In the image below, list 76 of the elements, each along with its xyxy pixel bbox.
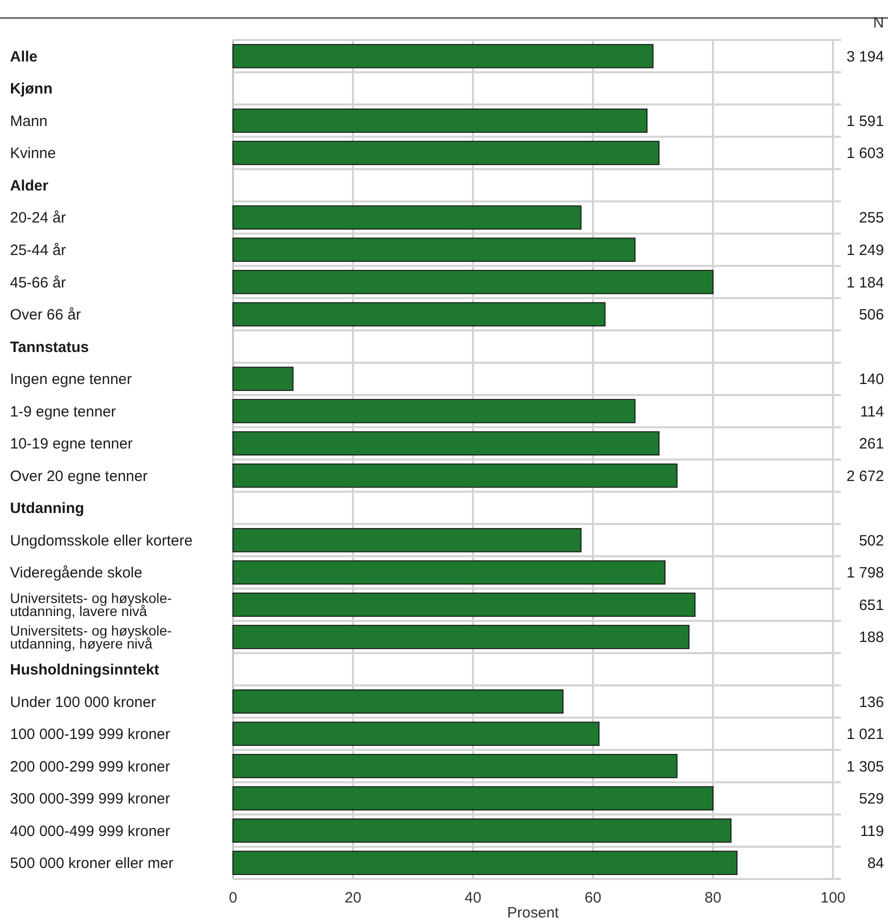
bar bbox=[232, 205, 582, 230]
y-tick-label: Kjønn bbox=[10, 80, 52, 98]
bar bbox=[232, 592, 696, 617]
bar bbox=[232, 560, 666, 585]
y-tick-label: Universitets- og høyskole- utdanning, høyere nivå bbox=[10, 622, 172, 652]
y-tick-label: Ungdomsskole eller kortere bbox=[10, 532, 193, 550]
text: 114 bbox=[860, 403, 884, 420]
bar bbox=[232, 44, 654, 68]
text: 140 bbox=[858, 371, 884, 388]
y-tick-label: Over 66 år bbox=[10, 306, 81, 324]
y-tick-label: Husholdningsinntekt bbox=[10, 662, 160, 678]
y-tick-label: 500 000 kroner eller mer bbox=[10, 855, 174, 872]
text: 119 bbox=[860, 822, 884, 840]
bar bbox=[232, 786, 714, 810]
x-tick-label: 80 bbox=[704, 889, 722, 906]
bar bbox=[232, 398, 636, 424]
x-tick-label: 40 bbox=[464, 889, 482, 906]
y-tick-label: 200 000-299 999 kroner bbox=[10, 758, 170, 776]
bar bbox=[232, 366, 294, 391]
text: 84 bbox=[867, 855, 884, 872]
text: 261 bbox=[858, 436, 884, 453]
bar bbox=[232, 818, 732, 843]
text: 1 021 bbox=[846, 726, 884, 744]
bar bbox=[232, 302, 606, 326]
text: 651 bbox=[858, 596, 884, 614]
text: 1 184 bbox=[846, 274, 884, 292]
y-tick-label: 10-19 egne tenner bbox=[10, 436, 133, 453]
bar bbox=[232, 850, 738, 875]
text: 1 249 bbox=[846, 242, 884, 259]
bar bbox=[232, 238, 636, 262]
y-tick-label: Mann bbox=[10, 112, 48, 130]
text: 1 591 bbox=[846, 112, 884, 130]
text: 3 194 bbox=[846, 48, 884, 66]
text: 506 bbox=[858, 306, 884, 324]
bar bbox=[232, 624, 690, 650]
bar bbox=[232, 528, 582, 552]
y-tick-label: Kvinne bbox=[10, 145, 56, 162]
y-tick-label: Utdanning bbox=[10, 500, 84, 518]
y-tick-label: Videregående skole bbox=[10, 564, 142, 582]
text: 529 bbox=[858, 790, 884, 808]
x-tick-label: 0 bbox=[228, 889, 238, 906]
x-axis-title: Prosent bbox=[507, 904, 560, 922]
bar bbox=[232, 431, 660, 456]
text: 1 603 bbox=[846, 145, 884, 162]
y-tick-label: Universitets- og høyskole- utdanning, lavere nivå bbox=[10, 590, 172, 620]
y-tick-label: Under 100 000 kroner bbox=[10, 694, 156, 711]
y-tick-label: 20-24 år bbox=[10, 210, 66, 227]
y-tick-label: Alder bbox=[10, 177, 49, 194]
bar bbox=[232, 108, 648, 133]
bar bbox=[232, 140, 660, 166]
y-tick-label: 400 000-499 999 kroner bbox=[10, 822, 170, 840]
y-tick-label: Tannstatus bbox=[10, 338, 89, 356]
y-tick-label: 45-66 år bbox=[10, 274, 66, 292]
text: 255 bbox=[858, 210, 884, 227]
text: 1 798 bbox=[846, 564, 884, 582]
y-tick-label: 25-44 år bbox=[10, 242, 66, 259]
text: 2 672 bbox=[846, 468, 884, 485]
bar bbox=[232, 722, 600, 746]
y-tick-label: 300 000-399 999 kroner bbox=[10, 790, 170, 808]
text: N bbox=[873, 14, 884, 32]
y-tick-label: Ingen egne tenner bbox=[10, 371, 132, 388]
bar bbox=[232, 270, 714, 294]
x-tick-label: 60 bbox=[584, 889, 602, 906]
bar bbox=[232, 464, 678, 488]
y-tick-label: 1-9 egne tenner bbox=[10, 403, 116, 420]
text: 188 bbox=[858, 629, 884, 646]
text: 136 bbox=[858, 694, 884, 711]
y-tick-label: Over 20 egne tenner bbox=[10, 468, 148, 485]
x-tick-label: 20 bbox=[344, 889, 362, 906]
text: 1 305 bbox=[846, 758, 884, 776]
text: 502 bbox=[858, 532, 884, 550]
y-tick-label: Alle bbox=[10, 48, 38, 66]
y-tick-label: 100 000-199 999 kroner bbox=[10, 726, 170, 744]
bar bbox=[232, 754, 678, 778]
x-tick-label: 100 bbox=[820, 889, 846, 906]
bar bbox=[232, 689, 564, 714]
